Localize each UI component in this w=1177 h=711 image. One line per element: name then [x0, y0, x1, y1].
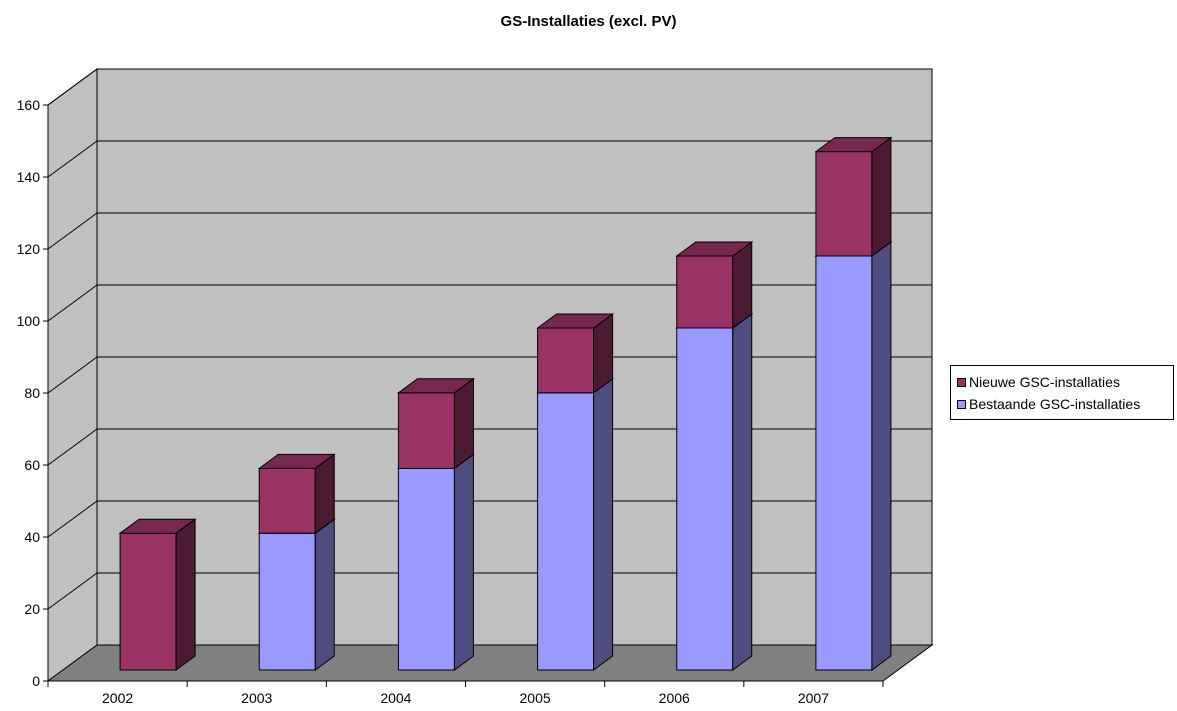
y-tick-label: 80: [24, 385, 40, 401]
y-tick-label: 100: [17, 313, 41, 329]
x-tick-label: 2004: [380, 690, 411, 706]
x-tick-label: 2005: [520, 690, 551, 706]
y-tick-label: 20: [24, 601, 40, 617]
gridline: [47, 140, 932, 178]
bar-2004-0-side: [453, 453, 474, 671]
y-tick-label: 140: [17, 169, 41, 185]
bar-2005-0-front: [537, 392, 595, 671]
gridline: [47, 356, 932, 394]
x-tick-label: 2007: [798, 690, 829, 706]
y-tick-label: 60: [24, 457, 40, 473]
bar-2004-1-top: [396, 378, 475, 394]
y-tick-label: 0: [32, 673, 40, 689]
bar-2003-1-front: [258, 467, 316, 534]
bar-2007-1-top: [814, 137, 893, 153]
legend-label-nieuwe: Nieuwe GSC-installaties: [969, 374, 1120, 390]
bar-2002-1-front: [119, 532, 177, 671]
y-tick-label: 40: [24, 529, 40, 545]
legend-swatch-nieuwe: [957, 378, 966, 387]
legend-item-nieuwe: Nieuwe GSC-installaties: [957, 374, 1120, 390]
bar-2002-1-side: [175, 518, 196, 671]
y-tick-label: 120: [17, 241, 41, 257]
bar-2003-0-side: [314, 518, 335, 671]
gridline: [47, 68, 932, 106]
bar-2004-1-front: [397, 392, 455, 469]
gridline: [47, 572, 932, 610]
bar-2004-0-front: [397, 467, 455, 671]
x-tick-label: 2003: [241, 690, 272, 706]
bar-2006-1-top: [675, 241, 754, 257]
bar-2005-0-side: [593, 377, 614, 671]
bar-2006-1-front: [676, 255, 734, 329]
bar-2005-1-top: [536, 313, 615, 329]
x-tick-label: 2006: [659, 690, 690, 706]
bar-2003-1-top: [257, 453, 336, 469]
legend-item-bestaande: Bestaande GSC-installaties: [957, 396, 1140, 412]
bar-2004-1-side: [453, 377, 474, 470]
bar-2002-1-top: [118, 518, 197, 534]
bar-2007-1-side: [871, 136, 892, 257]
legend-label-bestaande: Bestaande GSC-installaties: [969, 396, 1141, 412]
chart-title: GS-Installaties (excl. PV): [500, 13, 677, 30]
bar-2006-1-side: [732, 241, 753, 329]
legend-swatch-bestaande: [957, 400, 966, 409]
bar-2007-0-side: [871, 241, 892, 671]
bar-2007-1-front: [815, 151, 873, 257]
gridline: [47, 212, 932, 250]
bar-2007-0-front: [815, 255, 873, 671]
gridline: [47, 284, 932, 322]
bar-2005-1-front: [537, 327, 595, 394]
y-tick-label: 160: [17, 97, 41, 113]
legend: Nieuwe GSC-installaties Bestaande GSC-in…: [950, 365, 1174, 420]
gridline: [47, 500, 932, 538]
gridline: [47, 428, 932, 466]
bar-2006-0-front: [676, 327, 734, 671]
bar-2003-0-front: [258, 532, 316, 671]
x-tick-label: 2002: [102, 690, 133, 706]
bar-2006-0-side: [732, 313, 753, 671]
